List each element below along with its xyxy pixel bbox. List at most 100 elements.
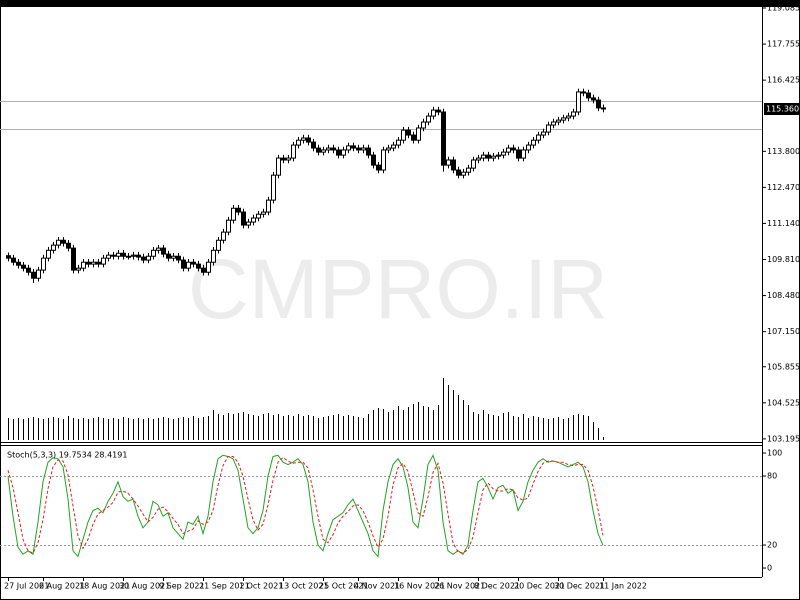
candle-body [16,261,21,266]
y-tick-label: 103.195 [767,434,800,443]
candle-body [596,99,601,109]
y-tick-label: 111.140 [767,219,800,228]
candle-body [456,169,461,176]
candle-body [446,159,451,166]
candle-body [101,257,106,265]
candle-body [151,249,156,257]
candle-body [296,139,301,146]
candle-body [91,261,96,265]
candle-body [401,129,406,141]
candle-body [226,219,231,233]
candle-body [46,249,51,259]
candle-body [141,256,146,261]
candle-body [231,207,236,221]
candle-body [561,117,566,121]
candle-body [571,111,576,117]
x-tick-label: 16 Nov 2021 [394,582,445,591]
candle-body [486,154,491,159]
candle-body [36,269,41,279]
y-tick-label: 112.470 [767,183,800,192]
candle-body [416,127,421,141]
indicator-title: Stoch(5,3,3) 19.7534 28.4191 [7,451,127,460]
candle-body [51,244,56,251]
y-tick-label: 109.810 [767,255,800,264]
candle-body [71,247,76,271]
candle-body [121,252,126,257]
y-tick-label: 117.755 [767,40,800,49]
candle-body [21,264,26,269]
candle-body [531,139,536,146]
x-tick-label: 30 Aug 2021 [119,582,170,591]
candle-body [166,253,171,259]
candle-body [171,255,176,259]
candle-body [321,149,326,153]
last-price-label: 115.360 [766,105,799,114]
y-tick-label: 107.150 [767,327,800,336]
candle-body [186,261,191,269]
candle-body [476,157,481,161]
candle-body [466,167,471,173]
candle-body [286,157,291,161]
candle-body [461,171,466,176]
candle-body [161,247,166,255]
x-tick-label: 4 Nov 2021 [354,582,400,591]
candle-body [131,254,136,257]
candle-body [566,115,571,119]
candle-body [496,154,501,157]
candle-body [526,144,531,151]
y-tick-label: 116.425 [767,76,800,85]
y-tick-label: 0 [767,564,772,573]
watermark: CMPRO.IR [188,242,608,336]
candle-body [411,134,416,141]
candle-body [241,211,246,226]
candle-body [581,91,586,94]
candle-body [236,207,241,213]
candle-body [136,254,141,258]
candle-body [196,263,201,269]
candle-body [6,255,11,259]
x-tick-label: 6 Aug 2021 [39,582,85,591]
candle-body [591,97,596,101]
candle-body [26,267,31,273]
candle-body [386,147,391,151]
x-tick-label: 8 Dec 2021 [474,582,520,591]
candle-body [41,257,46,271]
candle-body [441,111,446,166]
candle-body [176,255,181,261]
candle-body [261,211,266,215]
stoch-line [7,454,604,558]
candle-body [221,231,226,241]
candle-body [501,151,506,156]
candle-body [306,137,311,143]
candle-body [181,259,186,269]
candle-body [536,134,541,141]
candle-body [201,267,206,273]
candle-body [206,261,211,273]
candle-body [546,124,551,133]
candle-body [106,254,111,259]
candle-body [81,261,86,269]
candle-body [61,239,66,244]
candle-body [391,144,396,149]
candle-body [76,267,81,271]
candle-body [371,154,376,166]
candle-body [576,91,581,113]
candle-body [366,147,371,156]
candle-body [96,261,101,265]
x-tick-label: 25 Oct 2021 [319,582,368,591]
candle-body [541,131,546,136]
stoch-line [7,455,604,554]
x-tick-label: 26 Nov 2021 [434,582,485,591]
candle-body [66,242,71,249]
candle-body [111,254,116,257]
candle-body [521,149,526,159]
candle-body [431,109,436,117]
y-tick-label: 100 [767,449,782,458]
candle-body [146,255,151,261]
top-band [0,0,800,7]
x-tick-label: 27 Jul 2021 [4,582,49,591]
y-tick-label: 119.085 [767,3,800,12]
candle-body [601,107,606,110]
candle-body [156,247,161,251]
